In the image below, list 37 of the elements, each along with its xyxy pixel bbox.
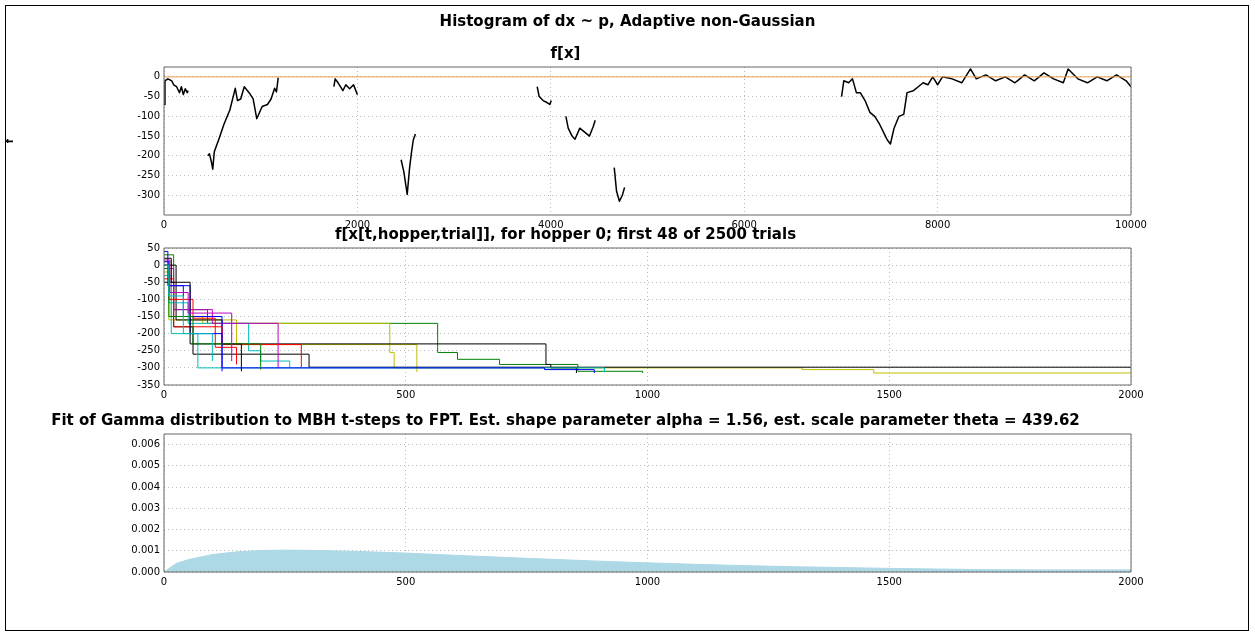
x-tick-label: 1000 xyxy=(634,388,661,400)
x-tick-label: 2000 xyxy=(1118,388,1144,400)
y-tick-label: 0 xyxy=(153,70,160,82)
x-tick-label: 1500 xyxy=(876,575,902,587)
y-tick-label: -50 xyxy=(143,90,160,102)
y-tick-label: 0.000 xyxy=(131,565,160,577)
y-tick-label: -150 xyxy=(137,129,160,141)
y-tick-label: -300 xyxy=(137,188,160,200)
y-tick-label: 0.004 xyxy=(131,480,160,492)
y-tick-label: 0.001 xyxy=(131,544,160,556)
y-tick-label: -50 xyxy=(143,275,160,287)
y-tick-label: 50 xyxy=(147,241,160,253)
y-tick-label: -300 xyxy=(137,361,160,373)
y-tick-label: -200 xyxy=(137,149,160,161)
y-tick-label: 0.006 xyxy=(131,438,160,450)
y-tick-label: 0 xyxy=(153,258,160,270)
x-tick-label: 1000 xyxy=(634,575,661,587)
y-tick-label: -250 xyxy=(137,344,160,356)
x-tick-label: 500 xyxy=(396,575,416,587)
y-tick-label: -100 xyxy=(137,292,160,304)
chart-title: Fit of Gamma distribution to MBH t-steps to FPT. Est. shape parameter alpha = 1.56, est. scale parameter theta = 439.62 xyxy=(51,410,1080,429)
x-tick-label: 4000 xyxy=(538,218,564,230)
y-tick-label: -350 xyxy=(137,378,160,390)
y-tick-label: 0.003 xyxy=(131,501,160,513)
y-tick-label: -250 xyxy=(137,169,160,181)
x-tick-label: 10000 xyxy=(1115,218,1147,230)
x-tick-label: 2000 xyxy=(1118,575,1144,587)
x-tick-label: 500 xyxy=(396,388,416,400)
y-tick-label: -150 xyxy=(137,310,160,322)
x-tick-label: 8000 xyxy=(924,218,951,230)
y-tick-label: 0.002 xyxy=(131,523,160,535)
y-tick-label: -200 xyxy=(137,327,160,339)
chart-subtitle: f[x] xyxy=(550,43,581,62)
x-tick-label: 1500 xyxy=(876,388,902,400)
y-tick-label: -100 xyxy=(137,109,160,121)
y-tick-label: 0.005 xyxy=(131,459,160,471)
chart-title: Histogram of dx ~ p, Adaptive non-Gaussian xyxy=(438,12,817,30)
